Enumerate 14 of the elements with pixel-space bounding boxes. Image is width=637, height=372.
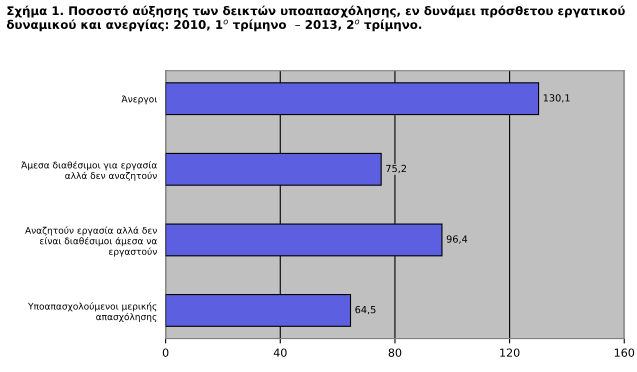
chart-title: Σχήμα 1. Ποσοστό αύξησης των δεικτών υποαπασχόλησης, εν δυνάμει πρόσθετου εργατικού δυναμικού και ανεργίας: 2010, 1$^{ο}$ τρίμηνο – 2013, 2$^{ο}$ τρίμηνο.: [6, 6, 625, 32]
y-tick-label: Άμεσα διαθέσιμοι για εργασία αλλά δεν αναζητούν: [21, 161, 157, 181]
y-tick-label: Υποαπασχολούμενοι μερικής απασχόλησης: [28, 302, 156, 322]
x-tick-label: 80: [388, 348, 402, 357]
data-label: 75,2: [386, 164, 406, 174]
y-tick-label: Άνεργοι: [122, 95, 157, 104]
x-tick-label: 40: [274, 348, 287, 357]
x-tick-label: 0: [162, 348, 168, 357]
y-tick-label: Αναζητούν εργασία αλλά δεν είναι διαθέσιμοι άμεσα να εργαστούν: [25, 226, 157, 257]
data-label: 96,4: [446, 235, 468, 244]
data-label: 64,5: [355, 306, 376, 314]
x-tick-label: 160: [614, 348, 634, 357]
x-tick-label: 120: [500, 348, 520, 357]
data-label: 130,1: [544, 94, 570, 103]
